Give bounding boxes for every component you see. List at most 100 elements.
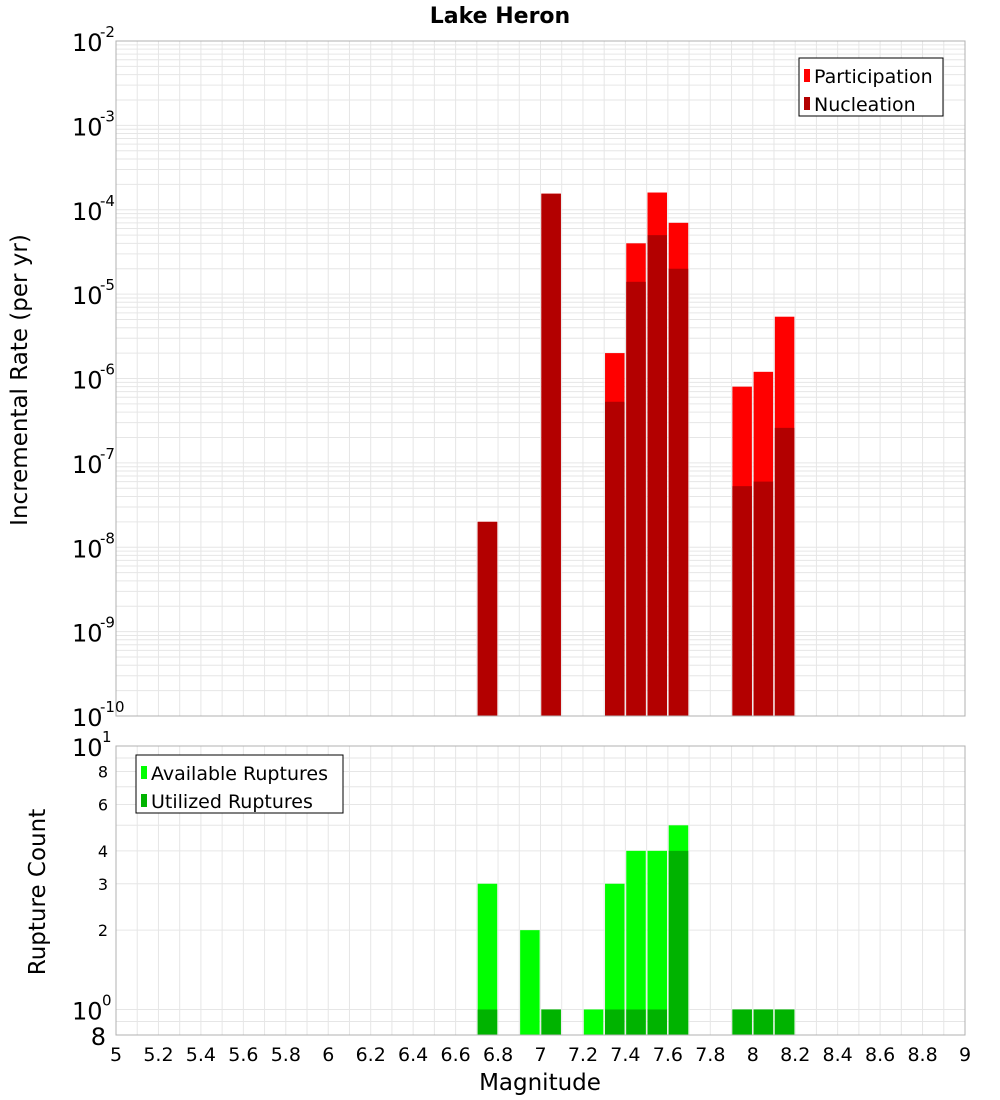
legend-label: Available Ruptures: [151, 763, 328, 785]
x-tick-label: 7.6: [653, 1044, 683, 1066]
y-tick-exponent: -2: [100, 23, 115, 41]
count-bar-b: [541, 1009, 561, 1035]
y-tick-exponent: -4: [100, 192, 115, 210]
count-bar-b: [626, 1009, 646, 1035]
y-tick-exponent: -8: [100, 529, 115, 547]
x-tick-label: 5.8: [271, 1044, 301, 1066]
y-tick-exponent: -5: [100, 276, 115, 294]
y-tick-base: 10: [72, 734, 103, 762]
x-axis-ticks: 5 5.2 5.4 5.6 5.8 6 6.2 6.4 6.6 6.8 7 7.2 7.4 7.6 7.8 8…: [110, 1044, 971, 1066]
x-axis-label: Magnitude: [479, 1070, 601, 1096]
legend-label: Participation: [814, 66, 933, 88]
x-tick-label: 6.6: [440, 1044, 470, 1066]
x-tick-label: 5: [110, 1044, 122, 1066]
y-tick-label: 10-6: [72, 361, 115, 395]
y-tick-label: 8: [98, 763, 108, 782]
y-tick-value: 6: [98, 795, 108, 814]
rate-bar-b: [541, 193, 561, 716]
y-tick-label: 10-4: [72, 192, 115, 226]
y-tick-base: 10: [72, 451, 103, 479]
y-tick-base: 10: [72, 367, 103, 395]
x-tick-label: 9: [959, 1044, 971, 1066]
y-tick-label: 10-7: [72, 445, 115, 479]
y-tick-label: 10-2: [72, 23, 115, 57]
y-tick-label: 2: [98, 921, 108, 940]
y-tick-exponent: -9: [100, 614, 115, 632]
x-tick-label: 8.4: [823, 1044, 853, 1066]
y-tick-label: 10-8: [72, 529, 115, 563]
legend-box: [135, 754, 344, 814]
rate-bar-b: [477, 521, 498, 716]
x-tick-label: 8: [747, 1044, 759, 1066]
rate-bar-b: [647, 235, 667, 716]
y-tick-base: 10: [72, 997, 103, 1025]
chart-title: Lake Heron: [430, 4, 570, 29]
bars-0: [477, 192, 795, 717]
count-bar-b: [774, 1009, 795, 1035]
x-tick-label: 8.8: [907, 1044, 937, 1066]
count-bar-b: [668, 850, 689, 1035]
count-bar-a: [520, 930, 540, 1035]
y-tick-label: 10 0: [72, 991, 112, 1025]
y-tick-label: 8: [91, 1023, 106, 1051]
y-tick-value: 8: [98, 763, 108, 782]
rate-bar-b: [626, 281, 646, 716]
count-bar-a: [605, 883, 625, 1035]
y-tick-base: 10: [72, 113, 103, 141]
rate-bar-b: [774, 427, 795, 716]
x-tick-label: 6: [322, 1044, 334, 1066]
y-tick-base: 10: [72, 704, 103, 732]
y-tick-exponent: -7: [100, 445, 115, 463]
x-tick-label: 7.4: [610, 1044, 640, 1066]
y-tick-value: 8: [91, 1023, 106, 1051]
y-tick-exponent: -10: [100, 698, 125, 716]
y-tick-base: 10: [72, 29, 103, 57]
count-bar-a: [477, 883, 498, 1035]
plot-border-0: [115, 40, 966, 717]
y-axis-label: Incremental Rate (per yr): [7, 234, 33, 526]
legend-swatch: [141, 766, 147, 779]
count-bar-b: [732, 1009, 752, 1035]
grid-0: [115, 41, 966, 717]
x-tick-label: 5.2: [143, 1044, 173, 1066]
rate-bar-b: [753, 481, 774, 716]
count-bar-b: [753, 1009, 774, 1035]
x-tick-label: 5.4: [186, 1044, 216, 1066]
y-tick-label: 10-5: [72, 276, 115, 310]
y-tick-exponent: 0: [102, 991, 112, 1009]
rate-bar-b: [605, 401, 625, 716]
x-tick-label: 7: [534, 1044, 546, 1066]
count-bar-a: [583, 1009, 604, 1035]
y-tick-label: 4: [98, 842, 108, 861]
y-tick-exponent: 1: [102, 728, 112, 746]
x-tick-label: 6.2: [356, 1044, 386, 1066]
legend-0: Participation Nucleation: [798, 57, 944, 117]
count-bar-a: [647, 850, 667, 1035]
rate-bar-b: [732, 486, 752, 716]
y-tick-base: 10: [72, 535, 103, 563]
y-tick-exponent: -6: [100, 361, 115, 379]
legend-swatch: [141, 794, 147, 807]
y-tick-value: 2: [98, 921, 108, 940]
x-tick-label: 5.6: [228, 1044, 258, 1066]
y-tick-label: 10-3: [72, 107, 115, 141]
x-tick-label: 6.8: [483, 1044, 513, 1066]
bars-1: [477, 825, 795, 1035]
y-tick-label: 3: [98, 875, 108, 894]
y-tick-exponent: -3: [100, 107, 115, 125]
y-tick-base: 10: [72, 620, 103, 648]
y-tick-label: 6: [98, 795, 108, 814]
y-tick-value: 4: [98, 842, 108, 861]
count-bar-b: [605, 1009, 625, 1035]
count-bar-b: [477, 1009, 498, 1035]
legend-swatch: [804, 97, 810, 110]
legend-label: Nucleation: [814, 94, 916, 116]
legend-box: [798, 57, 944, 117]
legend-label: Utilized Ruptures: [151, 791, 313, 813]
x-tick-label: 7.8: [695, 1044, 725, 1066]
count-bar-a: [626, 850, 646, 1035]
x-tick-label: 7.2: [568, 1044, 598, 1066]
legend-1: Available Ruptures Utilized Ruptures: [135, 754, 344, 814]
